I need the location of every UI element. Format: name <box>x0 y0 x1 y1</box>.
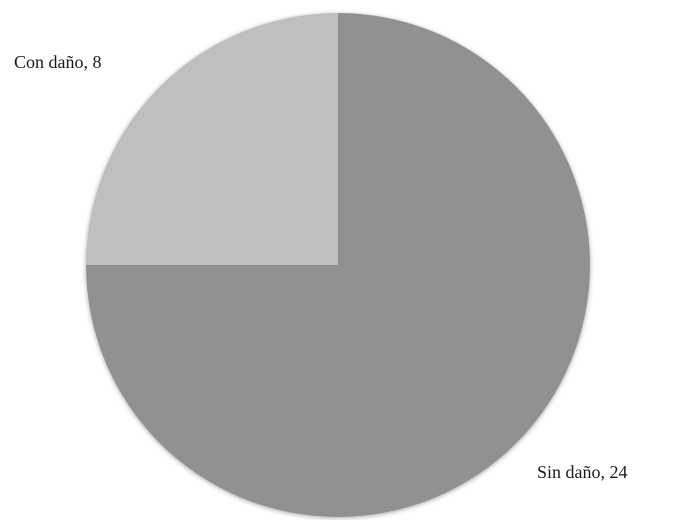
pie-slice-con-dano <box>86 13 338 265</box>
pie-slices <box>86 13 590 517</box>
pie-labels: Con daño, 8 Sin daño, 24 <box>14 52 628 482</box>
slice-label-con-dano: Con daño, 8 <box>14 52 102 72</box>
slice-label-sin-dano: Sin daño, 24 <box>537 462 628 482</box>
